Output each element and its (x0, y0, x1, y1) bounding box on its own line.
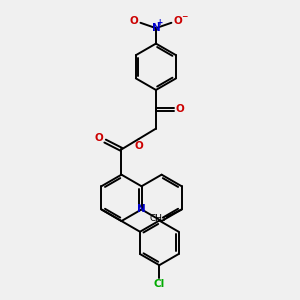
Text: +: + (156, 18, 163, 27)
Text: N: N (137, 204, 146, 214)
Text: O: O (176, 104, 185, 114)
Text: O: O (134, 140, 143, 151)
Text: O: O (94, 133, 103, 142)
Text: O: O (174, 16, 182, 26)
Text: N: N (152, 23, 160, 33)
Text: Cl: Cl (154, 279, 165, 289)
Text: −: − (181, 12, 188, 21)
Text: CH₃: CH₃ (150, 214, 166, 223)
Text: O: O (130, 16, 138, 26)
